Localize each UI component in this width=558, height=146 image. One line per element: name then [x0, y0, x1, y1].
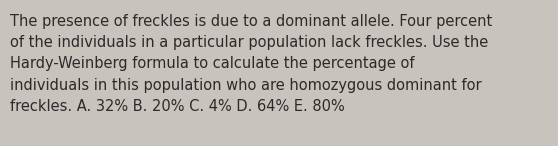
- Text: The presence of freckles is due to a dominant allele. Four percent
of the indivi: The presence of freckles is due to a dom…: [10, 14, 492, 114]
